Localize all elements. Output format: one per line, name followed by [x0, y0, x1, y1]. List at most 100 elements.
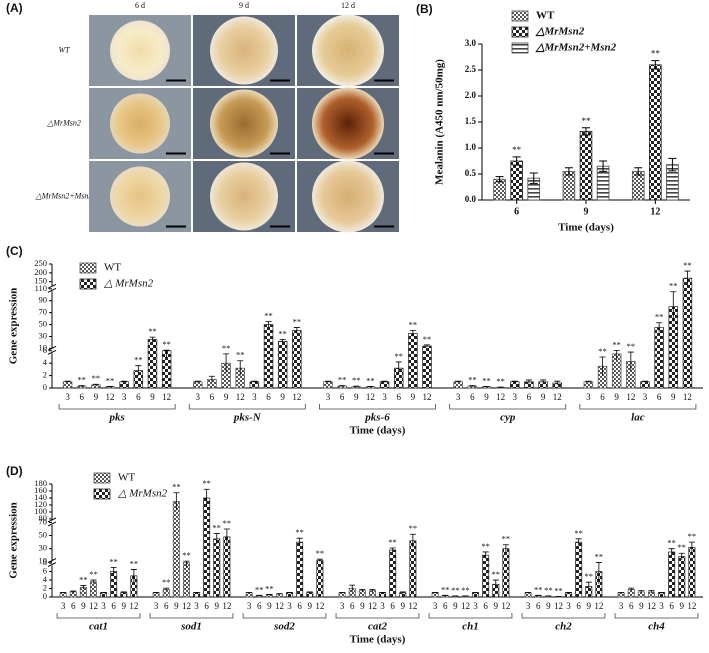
- row-label: △MrMsn2: [46, 118, 81, 127]
- error-bar: [70, 590, 77, 593]
- significance: **: [213, 523, 222, 533]
- error-bar: [90, 579, 97, 584]
- significance: **: [278, 328, 287, 338]
- significance: **: [366, 375, 375, 385]
- bar: [422, 345, 432, 389]
- significance: **: [612, 339, 621, 349]
- y-tick-label: 4: [43, 357, 48, 367]
- y-tick-label: 50: [39, 319, 48, 329]
- error-bar: [469, 385, 476, 387]
- bar: [62, 381, 73, 389]
- group-bracket: [335, 613, 420, 619]
- y-tick-label: 0.5: [465, 168, 477, 178]
- bar: [323, 381, 333, 389]
- bar: [296, 541, 304, 598]
- error-bar: [492, 579, 499, 589]
- significance: **: [667, 538, 676, 548]
- x-tick-label: 6: [79, 392, 84, 402]
- bar: [213, 538, 221, 598]
- x-tick-label: 6: [629, 601, 634, 611]
- y-tick-label: 3.0: [465, 38, 477, 48]
- y-tick-label: 150: [34, 276, 47, 286]
- error-bar: [107, 386, 114, 388]
- x-tick-label: 9: [215, 601, 220, 611]
- x-tick-label: 9: [94, 392, 99, 402]
- bar: [203, 497, 211, 598]
- error-bar: [540, 379, 547, 384]
- x-tick-label: 9: [639, 601, 644, 611]
- x-tick-label: 12: [222, 601, 231, 611]
- group-bracket: [449, 404, 567, 410]
- group-bracket: [428, 613, 513, 619]
- panel-label: (B): [416, 2, 433, 16]
- y-tick-label: 4: [43, 574, 48, 584]
- bar: [668, 551, 676, 598]
- significance: **: [172, 482, 181, 492]
- x-tick-label: 12: [594, 601, 603, 611]
- group-bracket: [614, 613, 699, 619]
- error-bar: [276, 593, 283, 595]
- error-bar: [442, 594, 449, 597]
- legend-label: △MrMsn2+Msn2: [535, 42, 617, 54]
- error-bar: [512, 156, 521, 166]
- y-tick-label: 1.5: [465, 116, 477, 126]
- error-bar: [286, 591, 293, 594]
- bar: [119, 381, 129, 389]
- significance: **: [352, 375, 361, 385]
- x-tick-label: 12: [683, 392, 692, 402]
- y-axis-label: Mealanin (A450 nm/50mg): [434, 59, 446, 185]
- error-bar: [668, 157, 677, 172]
- x-tick-label: 9: [267, 601, 272, 611]
- bar: [688, 547, 696, 598]
- error-bar: [194, 380, 201, 383]
- x-tick-label: 3: [643, 392, 648, 402]
- row-label: △MrMsn2+Msn2: [35, 191, 93, 200]
- bar: [472, 592, 480, 598]
- x-tick-label: 6: [443, 601, 448, 611]
- error-bar: [339, 591, 346, 594]
- bar: [524, 592, 532, 598]
- x-tick-label: 12: [423, 392, 432, 402]
- y-tick-label: 100: [34, 506, 47, 516]
- y-tick-label: 200: [34, 267, 47, 277]
- bar: [453, 381, 463, 389]
- bar: [649, 64, 662, 201]
- error-bar: [678, 552, 685, 560]
- group-bracket: [579, 404, 697, 410]
- bar: [292, 330, 302, 389]
- x-tick-label: 12: [106, 392, 115, 402]
- x-tick-label: 3: [380, 601, 385, 611]
- significance: **: [423, 334, 432, 344]
- colony: [110, 93, 170, 154]
- error-bar: [173, 492, 180, 511]
- significance: **: [236, 350, 245, 360]
- error-bar: [353, 385, 360, 388]
- x-tick-label: 3: [65, 392, 70, 402]
- column-header: 6 d: [135, 1, 145, 10]
- x-tick-label: 9: [354, 392, 359, 402]
- colony: [312, 87, 384, 160]
- legend-swatch: [511, 26, 529, 38]
- x-tick-label: 3: [456, 392, 461, 402]
- error-bar: [395, 361, 402, 375]
- significance: **: [223, 518, 232, 528]
- error-bar: [535, 594, 542, 597]
- x-tick-label: 6: [390, 601, 395, 611]
- y-tick-label: 160: [34, 485, 47, 495]
- x-tick-label: 3: [196, 392, 201, 402]
- x-tick-label: 6: [111, 601, 116, 611]
- error-bar: [564, 167, 573, 176]
- x-tick-label: 9: [614, 392, 619, 402]
- group-bracket: [242, 613, 327, 619]
- x-tick-label: 9: [360, 601, 365, 611]
- bar: [583, 381, 594, 389]
- error-bar: [585, 380, 592, 383]
- x-tick-label: 12: [89, 601, 98, 611]
- x-tick-label: 3: [382, 392, 387, 402]
- error-bar: [554, 380, 561, 385]
- bar: [245, 592, 253, 598]
- error-bar: [648, 590, 655, 594]
- error-bar: [472, 591, 479, 594]
- significance: **: [451, 585, 460, 595]
- x-tick-label: 9: [280, 392, 285, 402]
